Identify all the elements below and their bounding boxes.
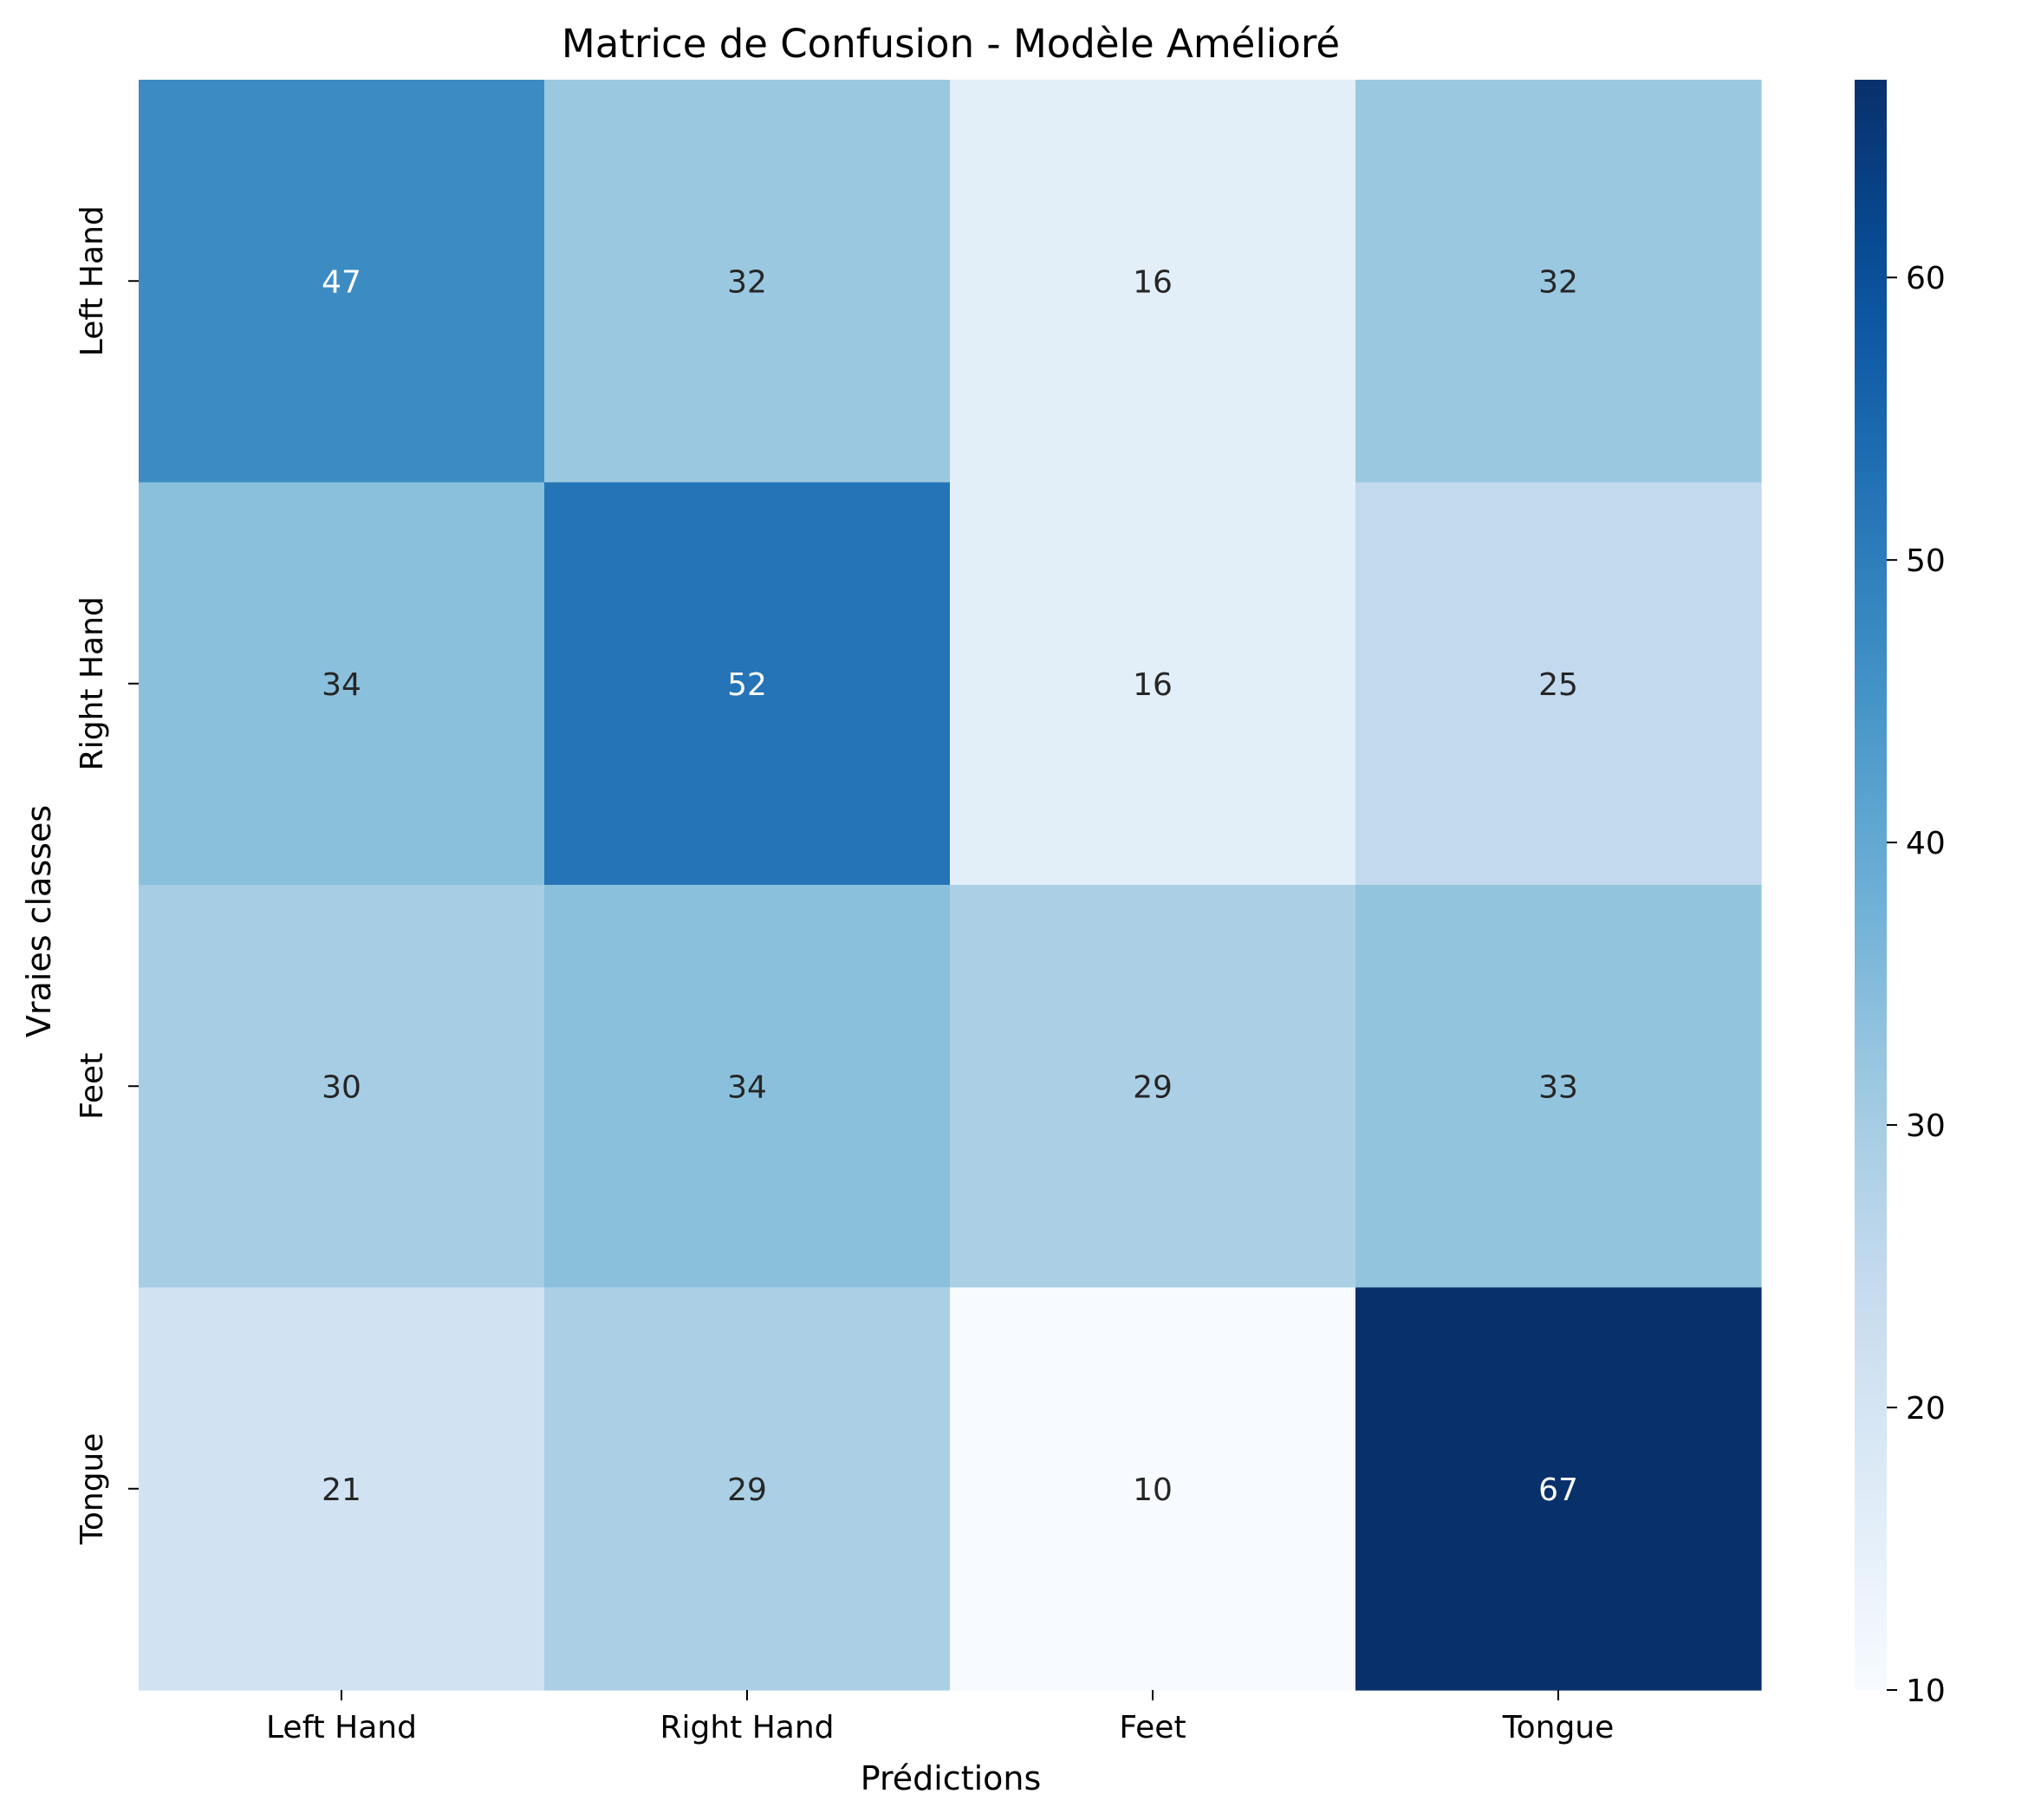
chart-title: Matrice de Confusion - Modèle Amélioré [562, 21, 1340, 67]
cell-value-r3-c0: 21 [322, 1472, 361, 1508]
cell-value-r0-c1: 32 [727, 264, 767, 300]
cell-value-r0-c3: 32 [1538, 264, 1578, 300]
cell-value-r1-c2: 16 [1133, 667, 1173, 703]
heatmap-cell-r3-c3 [1355, 1287, 1762, 1691]
colorbar-tick-label: 20 [1906, 1391, 1946, 1427]
heatmap-cells: 47 32 16 32 34 52 16 25 30 34 29 33 21 29 10 67 [139, 80, 1762, 1691]
y-tick-label: Right Hand [75, 596, 110, 770]
y-tick-label: Left Hand [75, 205, 110, 356]
cell-value-r3-c1: 29 [727, 1472, 767, 1508]
x-tick-label: Tongue [1502, 1710, 1615, 1745]
colorbar: 10 20 30 40 50 60 [1855, 80, 1946, 1709]
heatmap-cell-r3-c0 [139, 1287, 545, 1691]
colorbar-tick-label: 10 [1906, 1674, 1946, 1709]
heatmap-cell-r0-c3 [1355, 80, 1762, 484]
colorbar-tick-label: 50 [1906, 543, 1946, 579]
heatmap-cell-r1-c1 [544, 482, 951, 886]
colorbar-tick-label: 40 [1906, 826, 1946, 861]
colorbar-tick-label: 60 [1906, 261, 1946, 296]
heatmap-cell-r2-c3 [1355, 885, 1762, 1289]
heatmap-cell-r3-c1 [544, 1287, 951, 1691]
cell-value-r3-c2: 10 [1133, 1472, 1173, 1508]
x-axis-ticks: Left Hand Right Hand Feet Tongue [266, 1690, 1614, 1745]
colorbar-gradient [1855, 80, 1887, 1690]
heatmap-cell-r1-c0 [139, 482, 545, 886]
cell-value-r2-c1: 34 [727, 1069, 767, 1105]
heatmap-cell-r2-c0 [139, 885, 545, 1289]
cell-value-r1-c3: 25 [1538, 667, 1578, 703]
cell-value-r1-c1: 52 [727, 667, 767, 703]
x-axis-label: Prédictions [861, 1759, 1042, 1797]
y-axis-ticks: Left Hand Right Hand Feet Tongue [75, 205, 139, 1545]
cell-value-r2-c0: 30 [322, 1069, 361, 1105]
heatmap-cell-r1-c2 [950, 482, 1356, 886]
cell-value-r2-c3: 33 [1538, 1069, 1578, 1105]
heatmap-cell-r1-c3 [1355, 482, 1762, 886]
cell-value-r0-c0: 47 [322, 264, 361, 300]
y-tick-label: Tongue [75, 1433, 110, 1545]
heatmap-cell-r0-c2 [950, 80, 1356, 484]
colorbar-tick-label: 30 [1906, 1108, 1946, 1144]
heatmap-cell-r2-c2 [950, 885, 1356, 1289]
x-tick-label: Right Hand [660, 1710, 834, 1745]
cell-value-r2-c2: 29 [1133, 1069, 1173, 1105]
heatmap-cell-r0-c1 [544, 80, 951, 484]
heatmap-cell-r0-c0 [139, 80, 545, 484]
heatmap-cell-r3-c2 [950, 1287, 1356, 1691]
x-tick-label: Left Hand [266, 1710, 417, 1745]
cell-value-r0-c2: 16 [1133, 264, 1173, 300]
cell-value-r1-c0: 34 [322, 667, 361, 703]
cell-value-r3-c3: 67 [1538, 1472, 1578, 1508]
x-tick-label: Feet [1119, 1710, 1186, 1745]
y-axis-label: Vraies classes [20, 805, 58, 1037]
heatmap-cell-r2-c1 [544, 885, 951, 1289]
y-tick-label: Feet [75, 1053, 110, 1120]
